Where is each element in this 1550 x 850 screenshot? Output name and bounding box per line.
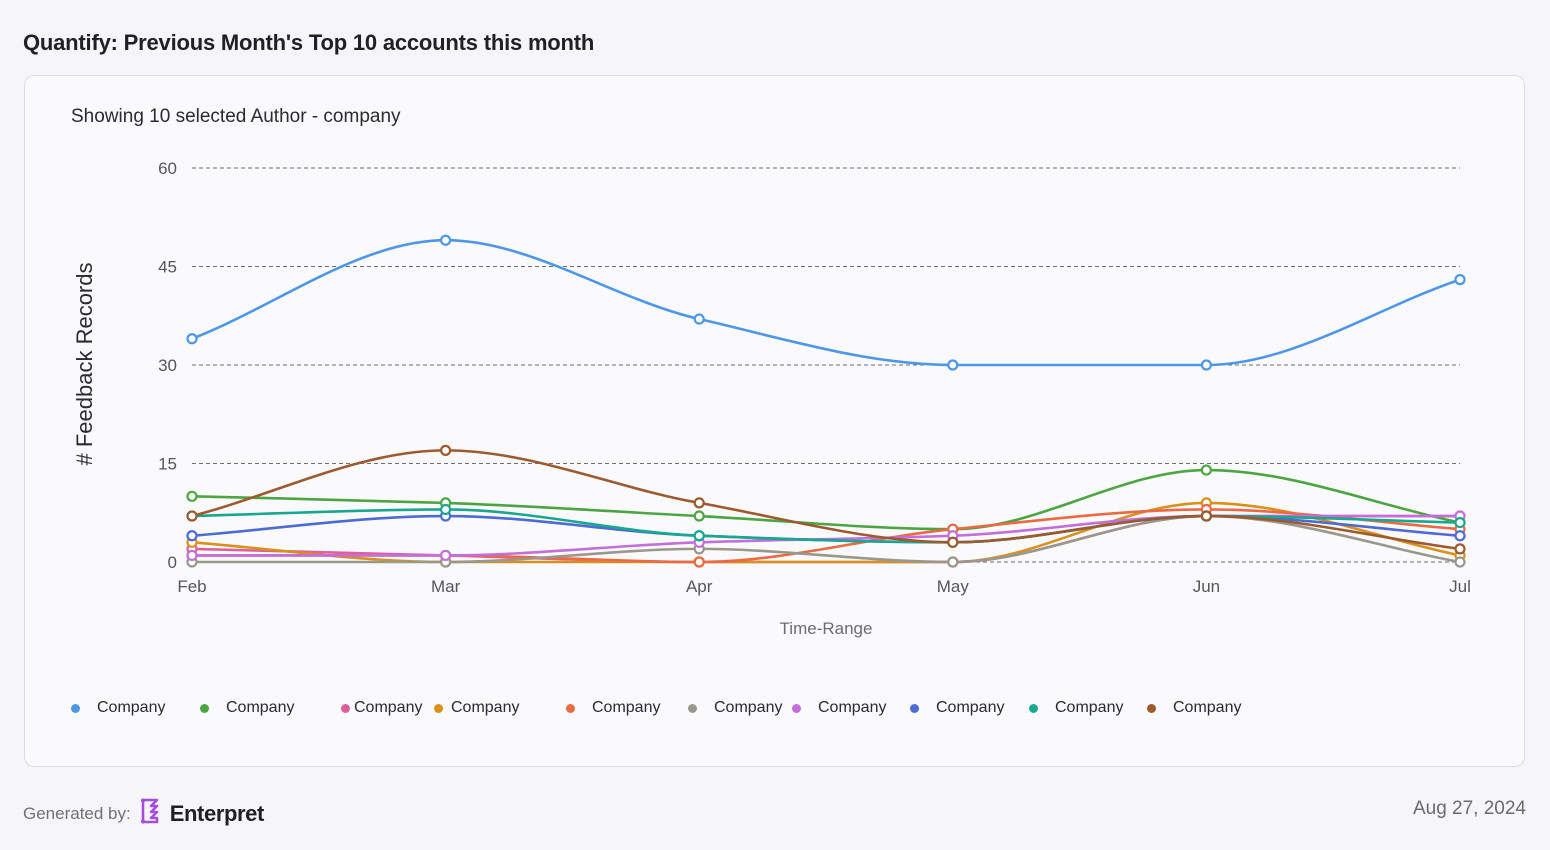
series-1-point[interactable] (1200, 359, 1213, 371)
legend-color-dot (434, 703, 443, 713)
generated-by-label: Generated by: (23, 803, 131, 823)
legend-item[interactable]: Company (910, 696, 1004, 720)
y-axis-ticks: 0 15 30 45 60 (158, 159, 177, 572)
legend-color-dot (200, 703, 209, 713)
y-axis-label: # Feedback Records (72, 263, 97, 466)
legend-label: Company (226, 699, 295, 716)
report-date: Aug 27, 2024 (1412, 798, 1526, 819)
legend-item[interactable]: Company (688, 696, 782, 720)
series-1-point[interactable] (947, 359, 959, 371)
series-5-point[interactable] (693, 556, 705, 568)
x-tick-label: May (937, 577, 970, 596)
series-10-point[interactable] (947, 536, 959, 548)
legend-label: Company (354, 699, 423, 716)
legend-color-dot (910, 703, 919, 713)
series-10-point[interactable] (693, 497, 705, 509)
x-tick-label: Jun (1193, 577, 1220, 596)
y-tick-label: 60 (158, 159, 177, 178)
x-tick-label: Feb (177, 577, 206, 596)
series-7-point[interactable] (440, 549, 452, 562)
series-line-1 (191, 238, 1461, 367)
legend-label: Company (714, 699, 783, 716)
series-line-10 (191, 449, 1461, 551)
grid-lines (192, 167, 1460, 563)
legend-color-dot (566, 703, 575, 713)
page-title: Quantify: Previous Month's Top 10 accoun… (23, 30, 595, 55)
legend-label: Company (592, 699, 661, 716)
legend-label: Company (1055, 699, 1124, 716)
legend-color-dot (341, 703, 350, 713)
line-chart: 0 15 30 45 60 Feb Mar Apr May Jun Jul # Feedback … (72, 159, 1471, 638)
legend-color-dot (1147, 703, 1156, 713)
series-points (186, 234, 1466, 568)
legend-color-dot (71, 703, 80, 713)
series-2-point[interactable] (186, 490, 198, 502)
legend-item[interactable]: Company (71, 696, 165, 720)
legend-item[interactable]: Company (792, 696, 886, 720)
series-lines (191, 238, 1461, 564)
series-1-point[interactable] (186, 333, 198, 345)
chart-card: Showing 10 selected Author - company 0 15… (24, 75, 1525, 767)
legend-item[interactable]: Company (200, 696, 294, 720)
series-line-9 (191, 508, 1461, 544)
legend-label: Company (1173, 699, 1242, 716)
series-10-point[interactable] (186, 510, 198, 522)
series-1-point[interactable] (693, 313, 705, 325)
y-tick-label: 45 (158, 258, 177, 277)
series-line-2 (191, 468, 1461, 531)
series-7-point[interactable] (186, 549, 198, 562)
legend-color-dot (1029, 703, 1038, 713)
legend-item[interactable]: Company (434, 696, 519, 720)
series-2-point[interactable] (693, 510, 705, 522)
series-8-point[interactable] (186, 530, 198, 542)
series-9-point[interactable] (693, 530, 705, 542)
y-tick-label: 15 (158, 455, 177, 474)
legend-item[interactable]: Company (1029, 696, 1123, 720)
legend-label: Company (451, 699, 520, 716)
brand-name: Enterpret (169, 800, 265, 826)
legend-item[interactable]: Company (341, 696, 422, 720)
series-9-point[interactable] (440, 503, 452, 516)
series-1-point[interactable] (1454, 274, 1466, 286)
y-tick-label: 30 (158, 356, 177, 375)
chart-subtitle: Showing 10 selected Author - company (71, 106, 401, 127)
x-tick-label: Jul (1449, 577, 1471, 596)
series-10-point[interactable] (440, 444, 452, 456)
series-6-point[interactable] (1454, 556, 1466, 568)
enterpret-logo-icon (139, 798, 161, 829)
series-2-point[interactable] (1200, 464, 1213, 476)
y-tick-label: 0 (168, 553, 177, 572)
x-axis-ticks: Feb Mar Apr May Jun Jul (177, 577, 1471, 596)
series-10-point[interactable] (1454, 543, 1466, 555)
x-tick-label: Mar (431, 577, 461, 596)
legend-item[interactable]: Company (1147, 696, 1241, 720)
footer-branding: Generated by: Enterpret (23, 798, 264, 829)
x-axis-label: Time-Range (780, 619, 873, 638)
x-tick-label: Apr (686, 577, 713, 596)
legend-label: Company (818, 699, 887, 716)
legend-label: Company (97, 699, 166, 716)
series-8-point[interactable] (1454, 530, 1466, 542)
series-1-point[interactable] (440, 234, 452, 246)
series-6-point[interactable] (947, 556, 959, 568)
legend-label: Company (936, 699, 1005, 716)
legend-item[interactable]: Company (566, 696, 660, 720)
legend-color-dot (792, 703, 801, 713)
series-9-point[interactable] (1454, 517, 1466, 529)
legend-color-dot (688, 703, 697, 713)
series-10-point[interactable] (1200, 510, 1213, 522)
